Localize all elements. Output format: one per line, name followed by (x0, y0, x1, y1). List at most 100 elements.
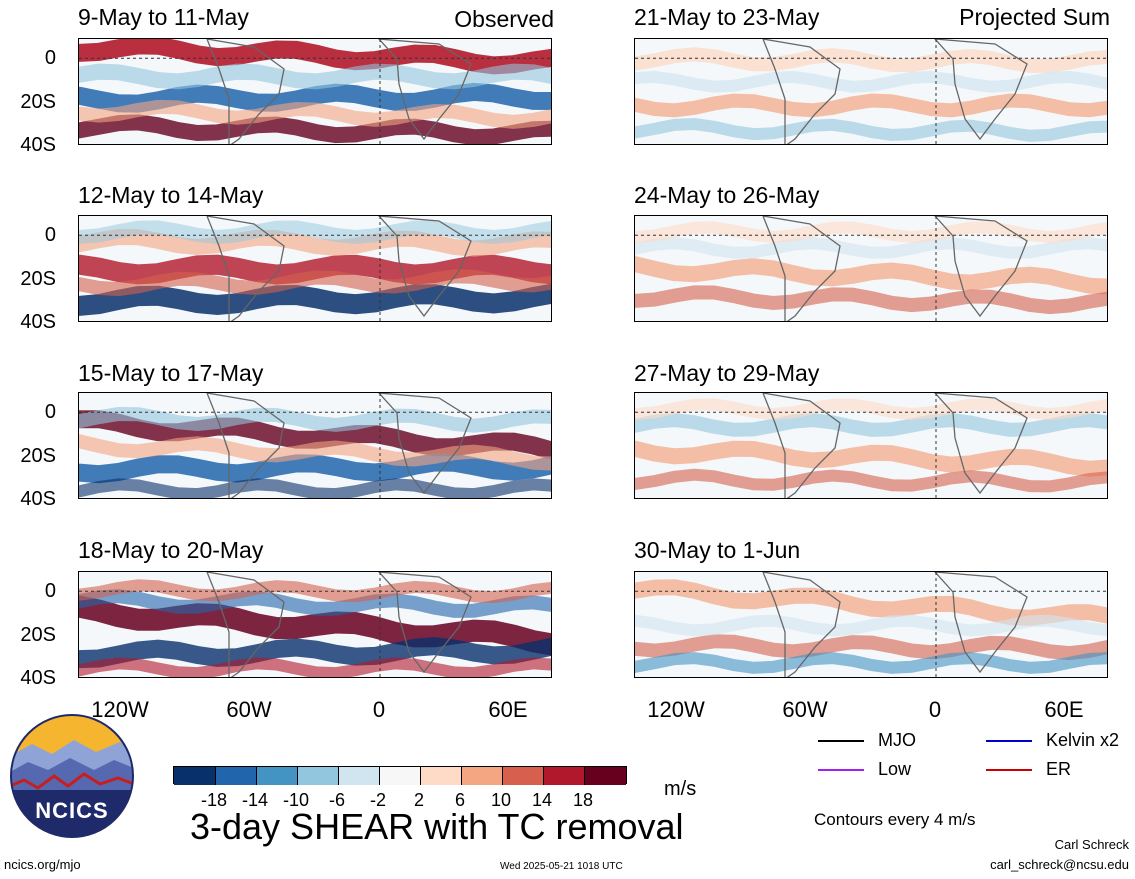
shear-band (79, 453, 551, 484)
x-label-0: 0 (372, 697, 386, 722)
map-panel-left-3 (78, 392, 552, 499)
shear-band (635, 70, 1107, 93)
south-america-outline (206, 216, 285, 321)
panel-title-left-2: 12-May to 14-May (78, 182, 264, 208)
africa-outline (378, 39, 472, 141)
shear-band (79, 228, 551, 257)
colorbar-label: -2 (369, 790, 386, 810)
ncics-logo: NCICS (10, 714, 134, 838)
colorbar-label: 18 (572, 790, 594, 810)
africa-outline (934, 216, 1028, 318)
shear-band (635, 285, 1107, 315)
shear-band (79, 99, 551, 129)
colorbar-swatch (379, 767, 421, 785)
africa-outline (934, 39, 1028, 141)
y-label-20s: 20S (20, 624, 56, 646)
shear-band (79, 254, 551, 285)
shear-band (635, 256, 1107, 295)
colorbar-label: 6 (454, 790, 465, 810)
colorbar-swatch (584, 767, 626, 785)
ncics-logo-graphic (10, 714, 134, 838)
shear-band (79, 637, 551, 669)
shear-band (635, 468, 1107, 493)
y-label-0: 0 (44, 47, 56, 69)
shear-band (79, 410, 551, 460)
map-field (79, 572, 551, 677)
legend-label-low: Low (878, 759, 912, 779)
colorbar-swatch (256, 767, 298, 785)
south-america-outline (206, 393, 285, 498)
footer-author: Carl Schreck (1054, 837, 1129, 852)
shear-band (635, 221, 1107, 244)
panel-title-right-4: 30-May to 1-Jun (634, 537, 801, 563)
footer-url: ncics.org/mjo (4, 857, 81, 872)
shear-band (79, 114, 551, 144)
y-label-20s: 20S (20, 91, 56, 113)
shear-band (635, 634, 1107, 661)
south-america-outline (206, 39, 285, 144)
legend-line-low (818, 769, 864, 771)
shear-band (79, 478, 551, 498)
observed-label: Observed (454, 6, 554, 32)
shear-band (79, 579, 551, 604)
africa-outline (934, 393, 1028, 495)
y-label-0: 0 (44, 580, 56, 602)
colorbar-swatch (174, 767, 216, 785)
x-label-60w: 60W (782, 697, 828, 722)
map-panel-left-2 (78, 215, 552, 322)
map-field (79, 39, 551, 144)
shear-band (79, 220, 551, 245)
footer-timestamp: Wed 2025-05-21 1018 UTC (500, 861, 623, 872)
shear-band (79, 269, 551, 297)
contour-note: Contours every 4 m/s (814, 810, 976, 829)
y-label-40s: 40S (20, 488, 56, 510)
y-label-20s: 20S (20, 268, 56, 290)
south-america-outline (762, 572, 841, 677)
shear-band (635, 93, 1107, 118)
shear-band (635, 652, 1107, 674)
colorbar-label: -10 (282, 790, 309, 810)
shear-band (635, 398, 1107, 421)
map-panel-right-2 (634, 215, 1108, 322)
panel-title-left-3: 15-May to 17-May (78, 360, 264, 386)
shear-band (79, 283, 551, 316)
y-label-20s: 20S (20, 445, 56, 467)
footer-email: carl_schreck@ncsu.edu (990, 857, 1129, 872)
legend-label-er: ER (1046, 759, 1072, 779)
colorbar-swatch (297, 767, 339, 785)
south-america-outline (762, 216, 841, 321)
legend-line-kelvin (986, 740, 1032, 742)
panel-title-left-1: 9-May to 11-May (78, 4, 249, 30)
map-panel-right-4 (634, 571, 1108, 678)
colorbar-label: 10 (490, 790, 512, 810)
africa-outline (378, 572, 472, 674)
x-label-0: 0 (928, 697, 942, 722)
y-label-0: 0 (44, 224, 56, 246)
map-field (635, 216, 1107, 321)
panel-title-right-2: 24-May to 26-May (634, 182, 820, 208)
colorbar-swatch (215, 767, 257, 785)
y-label-40s: 40S (20, 134, 56, 156)
map-field (79, 216, 551, 321)
colorbar-swatch (338, 767, 380, 785)
x-label-60e: 60E (1044, 697, 1084, 722)
colorbar-swatch (502, 767, 544, 785)
y-label-40s: 40S (20, 311, 56, 333)
shear-band (79, 595, 551, 656)
panel-title-right-1: 21-May to 23-May (634, 4, 820, 30)
legend-line-er (986, 769, 1032, 771)
map-panel-right-3 (634, 392, 1108, 499)
main-title: 3-day SHEAR with TC removal (190, 806, 684, 847)
shear-band (635, 413, 1107, 437)
map-field (635, 393, 1107, 498)
south-america-outline (762, 393, 841, 498)
colorbar-unit: m/s (664, 778, 697, 800)
map-panel-left-4 (78, 571, 552, 678)
colorbar-label: -18 (200, 790, 227, 810)
legend-line-mjo (818, 740, 864, 742)
shear-band (635, 237, 1107, 259)
colorbar-label: -6 (328, 790, 345, 810)
map-field (635, 39, 1107, 144)
africa-outline (378, 393, 472, 495)
shear-band (79, 63, 551, 90)
